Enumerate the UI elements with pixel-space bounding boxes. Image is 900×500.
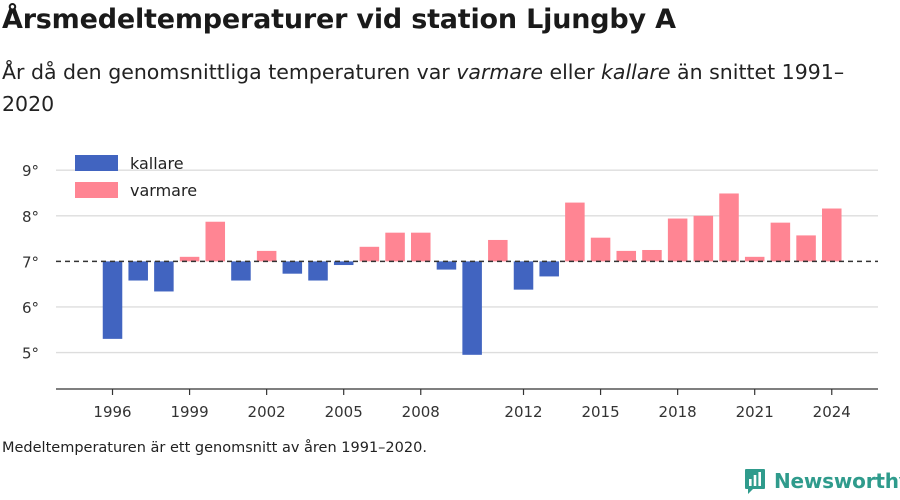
bar-varmare-2016 [616, 250, 637, 262]
y-tick-label: 9° [22, 162, 39, 180]
bar-kallare-2012 [513, 261, 534, 290]
bar-kallare-2005 [333, 261, 354, 266]
bar-varmare-1999 [179, 256, 200, 262]
chart-title: Årsmedeltemperaturer vid station Ljungby… [2, 4, 676, 35]
bar-varmare-2017 [642, 249, 662, 262]
x-tick-label: 1996 [93, 403, 131, 421]
bar-varmare-2021 [744, 256, 765, 262]
subtitle-text-1: År då den genomsnittliga temperaturen va… [2, 60, 457, 84]
bar-varmare-2006 [359, 246, 380, 262]
subtitle-kallare: kallare [601, 60, 671, 84]
bar-varmare-2018 [667, 218, 688, 262]
chart-subtitle: År då den genomsnittliga temperaturen va… [2, 56, 862, 120]
x-tick-label: 2015 [581, 403, 619, 421]
x-tick-label: 2002 [248, 403, 286, 421]
bar-kallare-2009 [436, 261, 457, 270]
bar-kallare-2010 [462, 261, 482, 355]
bar-varmare-2023 [796, 235, 816, 262]
bar-varmare-2000 [205, 221, 226, 262]
subtitle-text-2: eller [542, 60, 602, 84]
x-tick-label: 2021 [736, 403, 774, 421]
bar-kallare-2004 [308, 261, 328, 281]
bar-varmare-2011 [488, 239, 508, 262]
newsworthy-brand: Newsworthy [744, 466, 900, 496]
bar-kallare-2001 [231, 261, 251, 281]
bar-kallare-2003 [282, 261, 303, 274]
bar-varmare-2020 [719, 193, 739, 262]
brand-name: Newsworthy [774, 469, 900, 493]
bar-varmare-2022 [770, 222, 791, 262]
subtitle-varmare: varmare [456, 60, 543, 84]
x-tick-label: 2008 [402, 403, 440, 421]
bar-varmare-2008 [411, 232, 431, 262]
bar-kallare-2013 [539, 261, 559, 277]
legend-swatch-kallare [75, 155, 118, 171]
bar-varmare-2024 [822, 208, 842, 262]
bar-varmare-2002 [256, 250, 277, 262]
legend-label-varmare: varmare [130, 181, 197, 200]
bar-varmare-2015 [590, 237, 611, 262]
x-tick-label: 2024 [813, 403, 851, 421]
y-tick-label: 7° [22, 253, 39, 271]
bar-varmare-2019 [693, 215, 714, 262]
subtitle-text-3: än snittet 1991–2020 [2, 60, 845, 116]
legend-label-kallare: kallare [130, 154, 184, 173]
y-tick-label: 6° [22, 299, 39, 317]
x-tick-label: 1999 [170, 403, 208, 421]
legend-swatch-varmare [75, 182, 118, 198]
bar-varmare-2007 [385, 232, 405, 262]
x-tick-label: 2012 [504, 403, 542, 421]
bar-chart: 5° 6° 7° 8° 9° 1996 1999 2002 2005 2008 2012 2015 20… [22, 154, 878, 421]
bar-varmare-2014 [565, 202, 585, 262]
newsworthy-logo-icon [745, 469, 765, 494]
bar-kallare-1996 [102, 261, 123, 339]
footnote: Medeltemperaturen är ett genomsnitt av å… [2, 440, 427, 456]
bar-kallare-1997 [128, 261, 148, 281]
x-tick-label: 2018 [659, 403, 697, 421]
x-tick-label: 2005 [325, 403, 363, 421]
y-tick-label: 5° [22, 345, 39, 363]
y-tick-label: 8° [22, 208, 39, 226]
bar-kallare-1998 [154, 261, 174, 292]
